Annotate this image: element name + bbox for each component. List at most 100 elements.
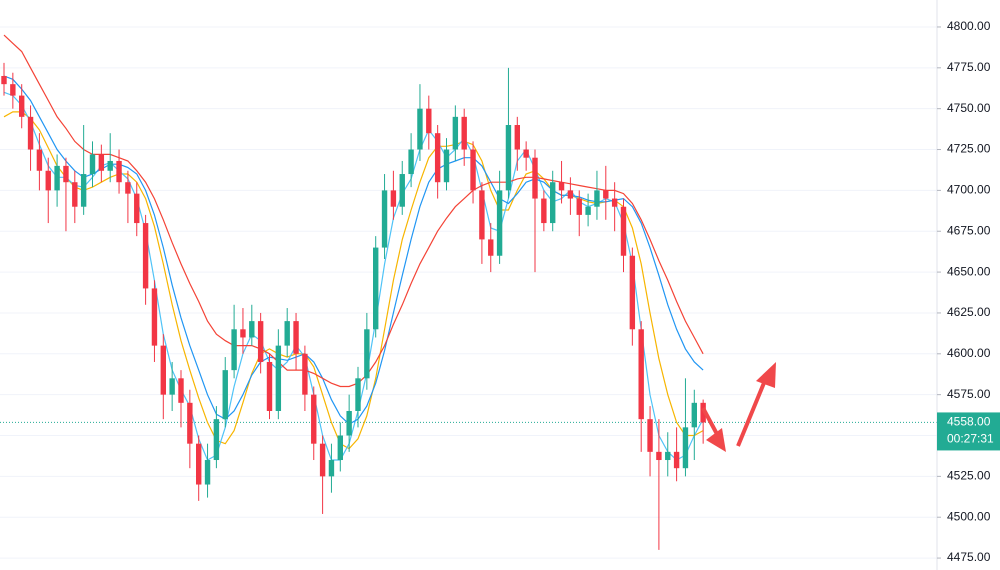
- countdown-label: 00:27:31: [947, 432, 994, 446]
- candle-body: [541, 198, 547, 224]
- grid: [0, 26, 937, 559]
- candle-body: [125, 182, 131, 194]
- candle-body: [284, 321, 290, 346]
- candle-body: [673, 451, 680, 469]
- candle-body: [594, 190, 600, 207]
- candle-body: [558, 182, 565, 191]
- candle-body: [426, 108, 432, 134]
- candle-body: [328, 460, 335, 477]
- y-tick-label: 4600.00: [947, 346, 991, 360]
- candle-body: [620, 206, 627, 256]
- candle-body: [27, 116, 34, 150]
- y-tick-label: 4675.00: [947, 223, 991, 237]
- candle-body: [107, 160, 113, 171]
- candle-body: [151, 288, 158, 346]
- candle-body: [116, 160, 122, 183]
- candle-body: [532, 157, 538, 199]
- candle-body: [611, 198, 618, 207]
- candle-body: [700, 402, 706, 423]
- candle-body: [399, 174, 405, 207]
- candle-body: [311, 394, 317, 444]
- candle-body: [523, 149, 529, 158]
- y-tick-label: 4500.00: [947, 509, 991, 523]
- candle-body: [187, 402, 193, 444]
- candle-body: [337, 435, 343, 461]
- candle-body: [443, 149, 450, 183]
- candle-body: [10, 84, 16, 96]
- y-tick-label: 4625.00: [947, 305, 991, 319]
- candle-body: [240, 329, 246, 338]
- candle-body: [134, 193, 140, 224]
- candle-body: [567, 190, 574, 199]
- candle-body: [63, 165, 69, 183]
- y-tick-label: 4575.00: [947, 387, 991, 401]
- y-tick-label: 4650.00: [947, 264, 991, 278]
- moving-averages: [3, 34, 704, 461]
- candle-body: [576, 198, 582, 215]
- arrow-shaft: [736, 377, 768, 447]
- candle-body: [257, 321, 264, 362]
- candle-body: [302, 353, 308, 395]
- candle-body: [80, 174, 87, 207]
- candle-body: [488, 239, 494, 256]
- moving-average-line: [3, 91, 704, 461]
- arrow-shaft: [701, 407, 720, 437]
- price-label-box: [937, 412, 1000, 451]
- candle-body: [656, 451, 662, 461]
- candle-body: [346, 410, 352, 436]
- candle-body: [514, 125, 520, 150]
- candle-body: [691, 402, 697, 428]
- candle-body: [169, 378, 175, 395]
- candle-body: [196, 443, 202, 485]
- candle-body: [319, 443, 326, 477]
- candle-body: [213, 419, 220, 461]
- candle-body: [45, 170, 51, 191]
- candle-body: [381, 190, 388, 248]
- candle-body: [275, 345, 282, 411]
- candle-body: [266, 361, 273, 411]
- candle-body: [293, 321, 299, 354]
- moving-average-line: [3, 75, 704, 425]
- candle-body: [417, 108, 423, 150]
- candle-body: [638, 329, 644, 420]
- candle-body: [373, 247, 379, 330]
- candle-body: [178, 378, 184, 403]
- candle-body: [1, 75, 7, 85]
- y-tick-label: 4700.00: [947, 183, 991, 197]
- candle-body: [249, 321, 255, 338]
- candle-body: [408, 149, 414, 175]
- candle-body: [98, 154, 105, 171]
- annotation-arrows: [701, 362, 776, 452]
- candle-body: [89, 154, 96, 175]
- last-price-label: 4558.00: [947, 415, 991, 429]
- candle-body: [496, 190, 503, 256]
- candle-body: [355, 378, 361, 411]
- candle-body: [665, 451, 671, 461]
- y-tick-label: 4725.00: [947, 142, 991, 156]
- candle-body: [19, 95, 25, 117]
- candle-body: [452, 116, 459, 150]
- candle-body: [479, 190, 485, 240]
- candle-body: [36, 149, 43, 171]
- arrow-head: [706, 428, 726, 452]
- y-tick-label: 4475.00: [947, 550, 991, 564]
- moving-average-line: [3, 34, 704, 388]
- candle-body: [505, 125, 512, 191]
- candle-body: [434, 133, 441, 183]
- y-tick-label: 4750.00: [947, 101, 991, 115]
- candle-body: [647, 419, 653, 452]
- candle-body: [585, 206, 591, 215]
- y-tick-label: 4525.00: [947, 469, 991, 483]
- arrow-head: [756, 362, 776, 388]
- y-axis: 4475.004500.004525.004550.004575.004600.…: [937, 19, 1000, 564]
- candle-body: [470, 149, 476, 191]
- candle-body: [390, 190, 397, 207]
- candle-body: [72, 182, 78, 207]
- candle-body: [222, 370, 228, 420]
- candle-body: [364, 329, 370, 379]
- candle-body: [142, 223, 149, 289]
- candle-body: [231, 329, 237, 371]
- candle-body: [603, 190, 609, 199]
- candle-body: [204, 460, 211, 485]
